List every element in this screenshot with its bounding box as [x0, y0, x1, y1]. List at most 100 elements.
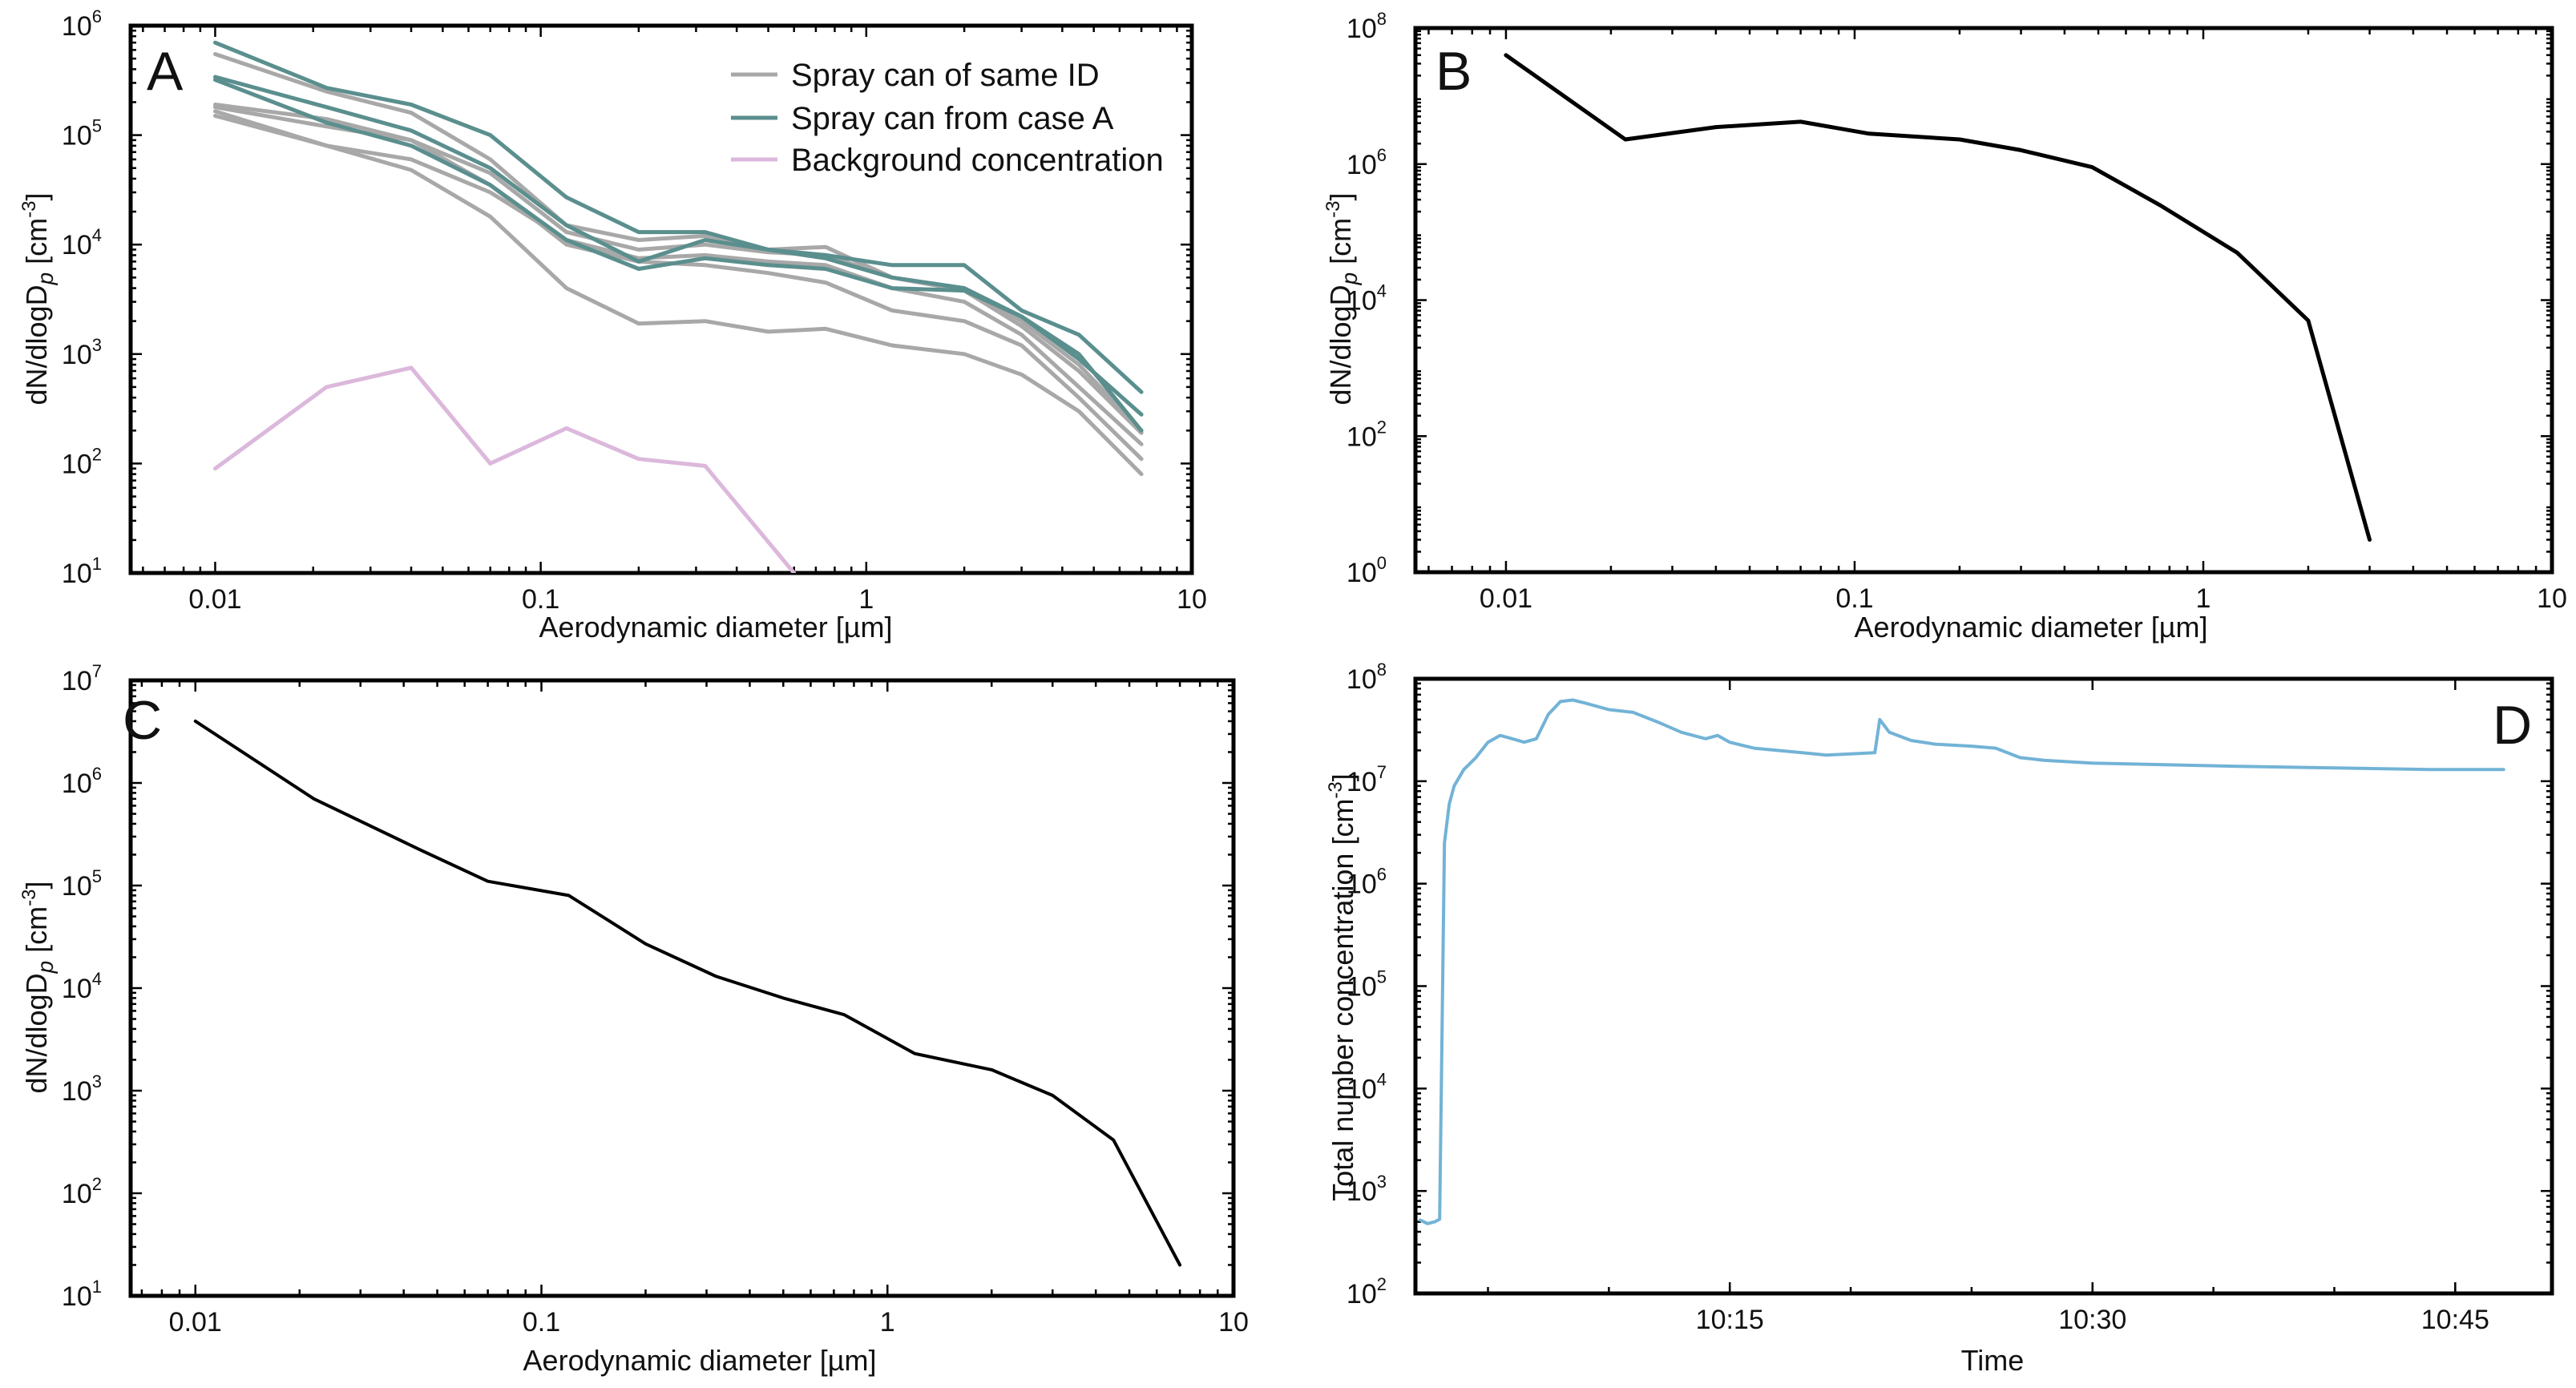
- x-tick-label: 1: [880, 1307, 895, 1338]
- y-tick-label: 106: [1347, 865, 1387, 900]
- panel-c-xlabel: Aerodynamic diameter [µm]: [523, 1344, 877, 1377]
- y-tick-exp: 5: [1377, 967, 1387, 987]
- y-tick-label: 102: [1347, 417, 1387, 452]
- panel-d-xlabel: Time: [1961, 1344, 2025, 1377]
- y-tick-exp: 5: [92, 866, 102, 886]
- y-tick-base: 10: [62, 1076, 92, 1107]
- y-tick-exp: 3: [92, 335, 102, 355]
- y-tick-exp: 1: [92, 1277, 102, 1297]
- panel-b-series: [1504, 53, 2372, 542]
- panel-a-ylabel: dN/dlogDp [cm-3]: [18, 192, 58, 405]
- panel-a-series: [213, 40, 1144, 573]
- y-tick-label: 103: [62, 335, 102, 370]
- panel-a-letter: A: [147, 41, 184, 102]
- y-tick-exp: 1: [92, 554, 102, 574]
- y-tick-exp: 3: [92, 1071, 102, 1091]
- panel-d-letter: D: [2493, 695, 2532, 756]
- y-tick-label: 108: [1347, 660, 1387, 695]
- y-tick-base: 10: [1347, 422, 1377, 452]
- y-tick-exp: 2: [92, 1174, 102, 1194]
- y-tick-exp: 7: [92, 661, 102, 681]
- y-tick-label: 102: [1347, 1274, 1387, 1309]
- legend-label-same-id: Spray can of same ID: [791, 58, 1100, 93]
- x-tick-label: 0.1: [522, 584, 559, 615]
- y-tick-base: 10: [1347, 286, 1377, 317]
- y-tick-exp: 5: [92, 116, 102, 136]
- y-tick-exp: 6: [1377, 145, 1387, 165]
- y-tick-label: 104: [62, 969, 102, 1004]
- y-tick-exp: 2: [92, 444, 102, 464]
- y-tick-base: 10: [62, 449, 92, 479]
- y-tick-exp: 6: [92, 764, 102, 784]
- x-tick-label: 10:30: [2058, 1305, 2126, 1335]
- legend-label-background: Background concentration: [791, 143, 1164, 178]
- y-tick-exp: 8: [1377, 660, 1387, 680]
- panel-a-frame: [128, 23, 1194, 575]
- y-tick-base: 10: [62, 559, 92, 589]
- panel-b-xlabel: Aerodynamic diameter [µm]: [1855, 611, 2208, 644]
- y-tick-exp: 2: [1377, 417, 1387, 437]
- series-line-d: [1419, 698, 2505, 1225]
- y-tick-base: 10: [1347, 1176, 1377, 1207]
- y-tick-base: 10: [62, 230, 92, 260]
- y-tick-label: 105: [1347, 967, 1387, 1003]
- y-tick-base: 10: [1347, 870, 1377, 900]
- panel-c-letter: C: [123, 690, 162, 751]
- y-tick-base: 10: [1347, 14, 1377, 44]
- y-tick-exp: 0: [1377, 553, 1387, 573]
- y-tick-base: 10: [62, 974, 92, 1004]
- series-line-c: [193, 719, 1182, 1267]
- x-tick-label: 10: [1177, 584, 1207, 615]
- x-tick-label: 0.01: [1480, 583, 1532, 614]
- series-line-b: [1504, 53, 2372, 542]
- y-tick-label: 106: [62, 764, 102, 799]
- series-line-a: [213, 78, 1144, 433]
- x-tick-label: 10:45: [2421, 1305, 2489, 1335]
- y-tick-base: 10: [1347, 558, 1377, 588]
- y-tick-label: 102: [62, 444, 102, 479]
- series-line-a: [213, 365, 797, 573]
- y-tick-base: 10: [62, 666, 92, 696]
- y-tick-label: 101: [62, 554, 102, 589]
- y-tick-label: 104: [1347, 1069, 1387, 1104]
- y-tick-label: 103: [1347, 1172, 1387, 1207]
- y-tick-base: 10: [62, 871, 92, 902]
- y-tick-exp: 8: [1377, 9, 1387, 29]
- series-line-a: [213, 114, 1144, 477]
- panel-d-ylabel: Total number concentration [cm-3]: [1325, 773, 1359, 1201]
- y-tick-base: 10: [1347, 664, 1377, 695]
- x-tick-label: 0.01: [188, 584, 241, 615]
- x-tick-label: 0.1: [1835, 583, 1873, 614]
- x-tick-label: 1: [2196, 583, 2211, 614]
- y-tick-label: 101: [62, 1277, 102, 1312]
- y-tick-base: 10: [62, 1281, 92, 1312]
- panel-c-series: [193, 719, 1182, 1267]
- panel-b-ylabel: dN/dlogDp [cm-3]: [1322, 192, 1362, 405]
- y-tick-exp: 6: [92, 6, 102, 26]
- y-tick-base: 10: [1347, 972, 1377, 1003]
- y-tick-label: 104: [1347, 281, 1387, 317]
- y-tick-label: 107: [1347, 762, 1387, 797]
- y-tick-label: 104: [62, 225, 102, 260]
- x-tick-label: 10: [1218, 1307, 1249, 1338]
- y-tick-exp: 2: [1377, 1274, 1387, 1294]
- y-tick-exp: 4: [1377, 1069, 1387, 1089]
- y-tick-label: 105: [62, 116, 102, 151]
- y-tick-base: 10: [1347, 767, 1377, 797]
- y-tick-base: 10: [62, 340, 92, 370]
- y-tick-label: 106: [1347, 145, 1387, 180]
- y-tick-exp: 6: [1377, 865, 1387, 885]
- panel-a-legend: Spray can of same ID Spray can from case…: [731, 58, 1164, 178]
- series-line-a: [213, 105, 1144, 462]
- panel-c-ylabel: dN/dlogDp [cm-3]: [18, 881, 58, 1093]
- y-tick-label: 107: [62, 661, 102, 696]
- y-tick-label: 108: [1347, 9, 1387, 44]
- x-tick-label: 10: [2537, 583, 2567, 614]
- y-tick-base: 10: [62, 1179, 92, 1209]
- x-tick-label: 0.01: [169, 1307, 222, 1338]
- legend-label-case-a: Spray can from case A: [791, 101, 1114, 136]
